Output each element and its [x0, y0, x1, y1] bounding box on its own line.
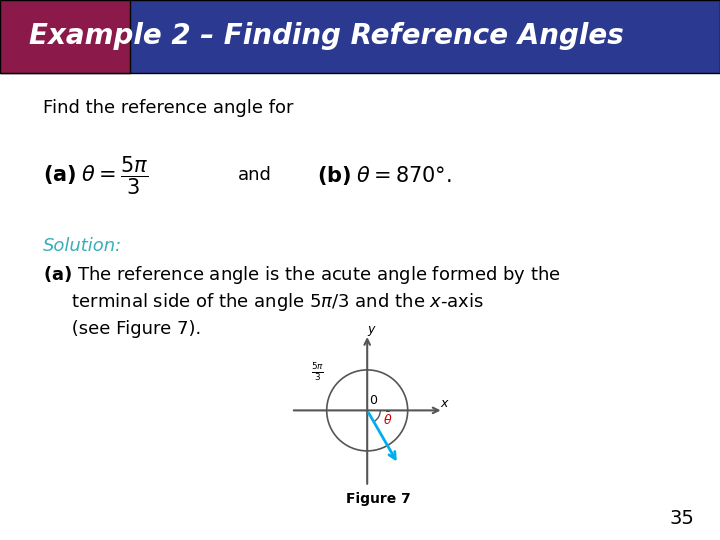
- Text: and: and: [238, 166, 271, 185]
- Text: x: x: [441, 396, 448, 409]
- Text: Solution:: Solution:: [43, 237, 122, 255]
- Text: $\mathbf{(a)}\;\theta = \dfrac{5\pi}{3}$: $\mathbf{(a)}\;\theta = \dfrac{5\pi}{3}$: [43, 154, 148, 197]
- Text: 0: 0: [369, 394, 377, 407]
- Text: $\bar{\theta}$: $\bar{\theta}$: [382, 411, 392, 428]
- Text: Figure 7: Figure 7: [346, 492, 410, 507]
- FancyBboxPatch shape: [0, 0, 720, 73]
- Text: Example 2 – Finding Reference Angles: Example 2 – Finding Reference Angles: [29, 23, 624, 50]
- Text: 35: 35: [670, 509, 695, 528]
- Text: (see Figure 7).: (see Figure 7).: [43, 320, 202, 339]
- FancyBboxPatch shape: [0, 0, 130, 73]
- Text: $\mathbf{(b)}\;\theta = 870°.$: $\mathbf{(b)}\;\theta = 870°.$: [317, 164, 451, 187]
- Text: Find the reference angle for: Find the reference angle for: [43, 99, 294, 117]
- Text: terminal side of the angle $5\pi/3$ and the $x$-axis: terminal side of the angle $5\pi/3$ and …: [43, 292, 485, 313]
- Text: y: y: [367, 323, 374, 336]
- Text: $\mathbf{(a)}$ The reference angle is the acute angle formed by the: $\mathbf{(a)}$ The reference angle is th…: [43, 265, 561, 286]
- Text: $\frac{5\pi}{3}$: $\frac{5\pi}{3}$: [311, 361, 324, 383]
